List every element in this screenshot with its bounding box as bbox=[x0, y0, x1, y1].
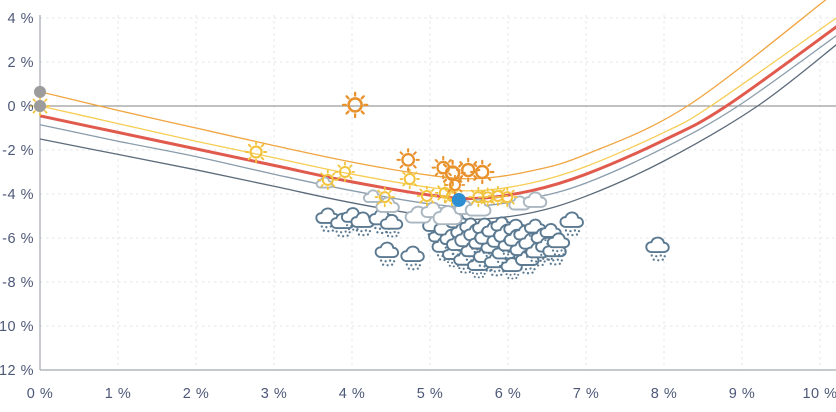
cloud-icon bbox=[524, 192, 547, 207]
sun-icon bbox=[497, 186, 518, 208]
y-tick-label: 2 % bbox=[8, 55, 35, 71]
x-axis-tick-labels: 0 % 1 % 2 % 3 % 4 % 5 % 6 % 7 % 8 % 9 % 10 % bbox=[27, 386, 836, 402]
sun-icon bbox=[470, 159, 495, 185]
sun-icon bbox=[431, 155, 455, 180]
x-tick-label: 2 % bbox=[183, 386, 210, 402]
y-tick-label: -4 % bbox=[2, 187, 34, 203]
y-tick-label: 0 % bbox=[8, 99, 35, 115]
y-tick-label: 4 % bbox=[8, 11, 35, 27]
sun-icon bbox=[399, 168, 420, 190]
dot-icon bbox=[34, 100, 46, 112]
sun-icon bbox=[444, 174, 466, 196]
sun-icon bbox=[416, 185, 438, 207]
x-tick-label: 3 % bbox=[261, 386, 288, 402]
sun-icon bbox=[244, 140, 268, 164]
x-tick-label: 0 % bbox=[27, 386, 54, 402]
rain-cloud-icon bbox=[560, 212, 583, 237]
rain-cloud-icon bbox=[646, 238, 669, 262]
x-tick-label: 1 % bbox=[105, 386, 132, 402]
scatter-group-rainy-outcomes bbox=[316, 208, 669, 280]
rain-cloud-icon bbox=[381, 215, 402, 238]
scatter-group-start-markers bbox=[34, 85, 46, 112]
x-tick-label: 9 % bbox=[729, 386, 756, 402]
x-tick-label: 5 % bbox=[417, 386, 444, 402]
cloud-icon bbox=[364, 190, 382, 202]
scatter-group-very-sunny-outcomes bbox=[341, 91, 495, 196]
y-tick-label: -12 % bbox=[0, 363, 34, 379]
sun-icon bbox=[341, 91, 369, 119]
dot-icon[interactable] bbox=[451, 192, 466, 207]
sun-icon bbox=[317, 169, 339, 191]
y-axis-tick-labels: 4 % 2 % 0 % -2 % -4 % -6 % -8 % -10 % -12 % bbox=[0, 11, 34, 379]
dot-icon bbox=[34, 85, 46, 98]
y-tick-label: -2 % bbox=[2, 143, 34, 159]
x-tick-label: 7 % bbox=[573, 386, 600, 402]
y-tick-label: -6 % bbox=[2, 231, 34, 247]
x-tick-label: 8 % bbox=[651, 386, 678, 402]
sun-icon bbox=[374, 186, 395, 208]
rain-cloud-icon bbox=[401, 247, 424, 271]
curve-percentile-high-orange bbox=[40, 0, 827, 180]
x-tick-label: 6 % bbox=[495, 386, 522, 402]
curve-median-red bbox=[40, 25, 836, 201]
sun-icon bbox=[334, 161, 356, 183]
sun-icon bbox=[434, 182, 456, 204]
y-tick-label: -8 % bbox=[2, 275, 34, 291]
y-tick-label: -10 % bbox=[0, 319, 34, 335]
x-tick-label: 10 % bbox=[802, 386, 836, 402]
gridlines bbox=[39, 15, 836, 371]
rain-cloud-icon bbox=[548, 233, 569, 257]
rain-cloud-icon bbox=[376, 243, 399, 267]
scatter-group-selected-outcome bbox=[451, 192, 466, 207]
sun-icon bbox=[396, 148, 420, 172]
x-tick-label: 4 % bbox=[339, 386, 366, 402]
